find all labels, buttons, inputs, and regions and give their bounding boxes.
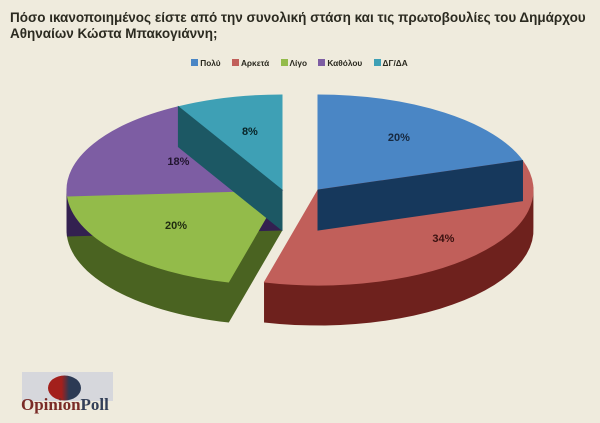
- svg-text:OpinionPoll: OpinionPoll: [21, 395, 109, 414]
